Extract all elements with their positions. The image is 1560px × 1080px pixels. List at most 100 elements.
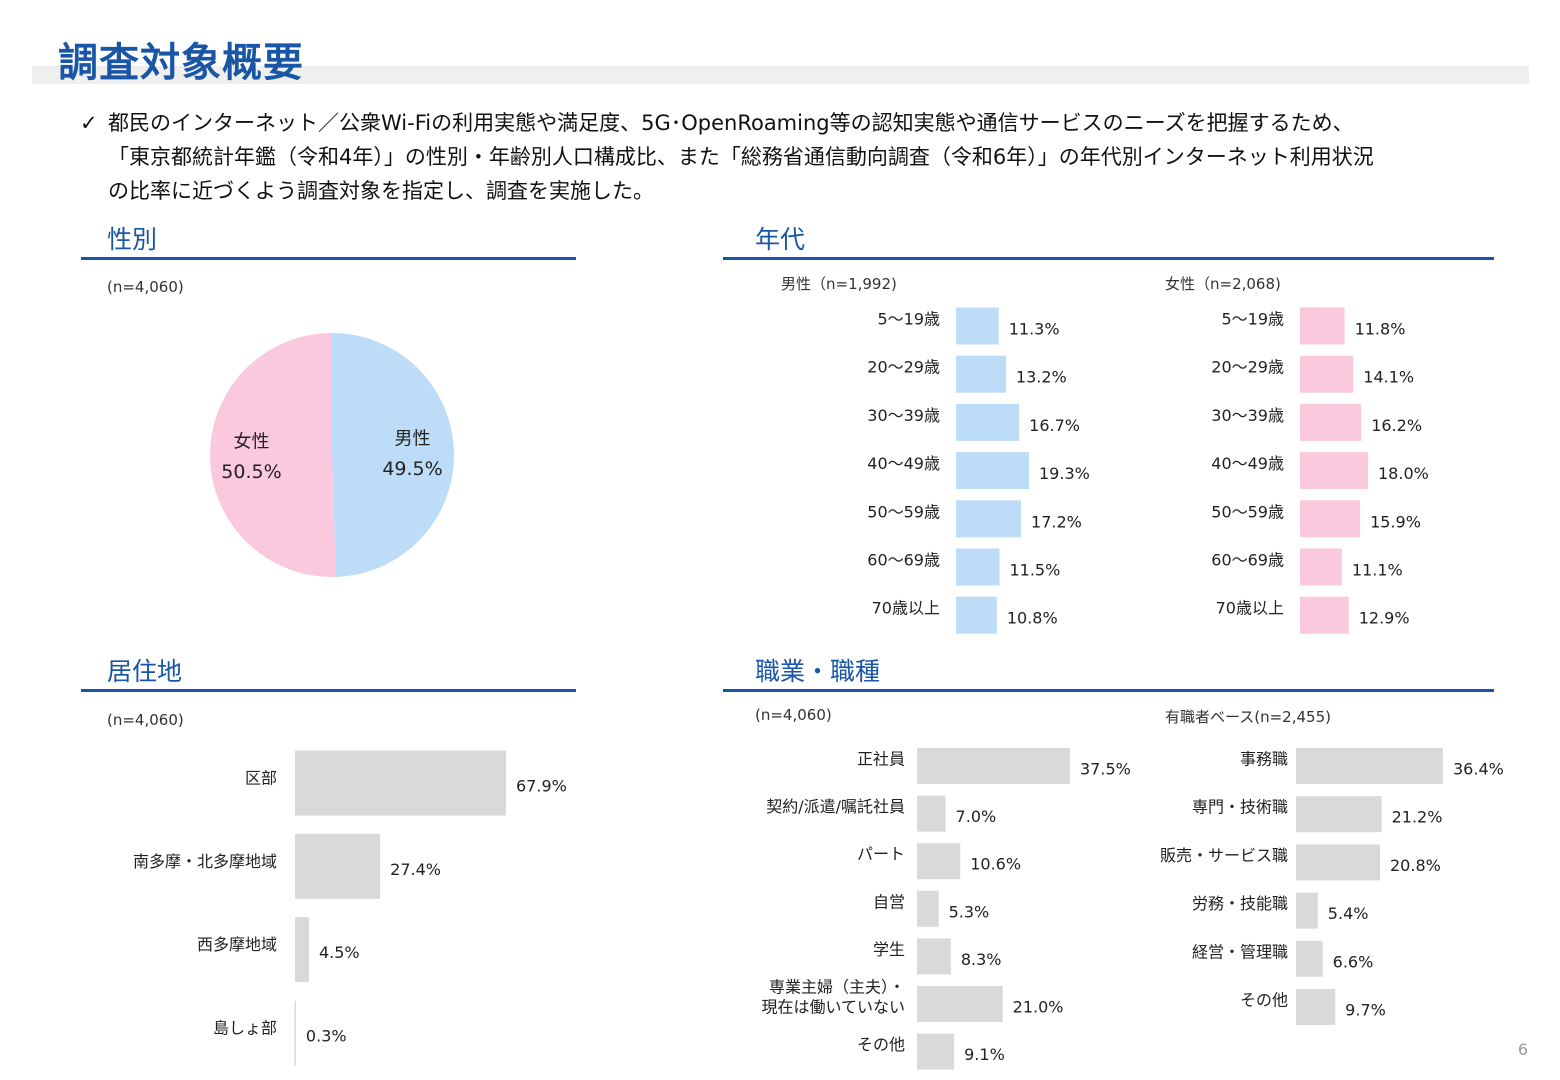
data-label: 5.4% (1328, 904, 1369, 923)
data-label: 12.9% (1359, 609, 1410, 628)
bar (1296, 844, 1380, 881)
category-label: 労務・技能職 (1192, 894, 1288, 913)
check-icon: ✓ (80, 111, 98, 135)
bar (1296, 940, 1323, 977)
pie-slice (332, 333, 455, 577)
category-label: 事務職 (1240, 750, 1288, 769)
bar (295, 833, 381, 899)
bar (917, 795, 946, 832)
job-type-sample-note: 有職者ベース(n=2,455) (1165, 708, 1331, 726)
bar (1300, 307, 1345, 345)
category-label: 30～39歳 (1211, 406, 1284, 425)
category-label: 島しょ部 (213, 1018, 277, 1037)
bar (1300, 403, 1362, 441)
category-label: 5～19歳 (877, 310, 940, 329)
bar (956, 307, 999, 345)
intro-line-2: 「東京都統計年鑑（令和4年）」の性別・年齢別人口構成比、また「総務省通信動向調査… (108, 145, 1374, 169)
bar (1296, 989, 1336, 1025)
bar (956, 596, 997, 634)
data-label: 11.5% (1009, 561, 1060, 580)
category-label: 70歳以上 (872, 599, 940, 618)
data-label: 9.1% (964, 1045, 1005, 1064)
pie-slice-value: 50.5% (221, 461, 281, 483)
data-label: 8.3% (961, 950, 1002, 969)
data-label: 27.4% (390, 860, 441, 879)
bar (1300, 355, 1354, 393)
intro-line-3: の比率に近づくよう調査対象を指定し、調査を実施した。 (108, 179, 654, 203)
category-label: 区部 (245, 769, 277, 788)
bar (1300, 596, 1349, 634)
category-label: その他 (857, 1035, 905, 1054)
data-label: 15.9% (1370, 512, 1421, 531)
data-label: 10.6% (970, 855, 1021, 874)
data-label: 11.3% (1009, 320, 1060, 339)
bar (917, 890, 939, 927)
data-label: 67.9% (516, 777, 567, 796)
bar (956, 548, 1000, 586)
data-label: 20.8% (1390, 856, 1441, 875)
data-label: 21.2% (1392, 808, 1443, 827)
bar (1300, 548, 1342, 586)
data-label: 4.5% (319, 943, 360, 962)
bar (1296, 892, 1318, 929)
category-label: 専門・技術職 (1192, 798, 1288, 817)
data-label: 21.0% (1013, 998, 1064, 1017)
section-title-residence: 居住地 (107, 657, 183, 686)
age-male-sample-note: 男性（n=1,992) (781, 275, 897, 293)
category-label: 20～29歳 (867, 358, 940, 377)
category-label: 60～69歳 (1211, 551, 1284, 570)
bar (917, 938, 951, 975)
category-label: 50～59歳 (1211, 502, 1284, 521)
bar (956, 500, 1022, 538)
data-label: 16.7% (1029, 416, 1080, 435)
data-label: 17.2% (1031, 512, 1082, 531)
category-label: 現在は働いていない (761, 998, 905, 1017)
pie-slice (210, 333, 336, 577)
bar (1300, 452, 1368, 490)
data-label: 19.3% (1039, 464, 1090, 483)
category-label: 専業主婦（主夫）・ (769, 978, 905, 997)
data-label: 0.3% (306, 1026, 347, 1045)
bar (1296, 748, 1443, 784)
bar (1300, 500, 1361, 538)
page-number: 6 (1517, 1040, 1528, 1059)
section-title-age: 年代 (755, 225, 806, 254)
category-label: 70歳以上 (1216, 599, 1284, 618)
category-label: 60～69歳 (867, 551, 940, 570)
section-title-occupation: 職業・職種 (755, 657, 881, 686)
age-female-sample-note: 女性（n=2,068) (1165, 275, 1281, 293)
occupation-sample-note: (n=4,060) (755, 706, 832, 724)
intro-text: ✓ 都民のインターネット／公衆Wi-Fiの利用実態や満足度、5G･OpenRoa… (80, 106, 1500, 208)
category-label: 学生 (873, 940, 905, 959)
page-title: 調査対象概要 (58, 40, 304, 86)
data-label: 14.1% (1363, 368, 1414, 387)
category-label: 20～29歳 (1211, 358, 1284, 377)
category-label: 40～49歳 (867, 454, 940, 473)
pie-slice-value: 49.5% (382, 458, 442, 480)
bar (1296, 796, 1382, 833)
bar (956, 355, 1006, 393)
section-divider-residence (81, 689, 576, 692)
bar (295, 750, 506, 816)
section-divider-gender (81, 257, 576, 260)
category-label: 南多摩・北多摩地域 (133, 852, 277, 871)
bar (956, 403, 1020, 441)
category-label: 契約/派遣/嘱託社員 (766, 797, 905, 816)
pie-slice-label: 男性 (395, 429, 431, 450)
pie-slice-label: 女性 (233, 431, 269, 452)
residence-sample-note: (n=4,060) (107, 711, 184, 729)
category-label: 正社員 (857, 750, 905, 769)
gender-sample-note: (n=4,060) (107, 278, 184, 296)
category-label: 販売・サービス職 (1160, 846, 1288, 865)
data-label: 36.4% (1453, 760, 1504, 779)
title-band (32, 66, 1529, 84)
category-label: 自営 (873, 892, 905, 911)
data-label: 37.5% (1080, 760, 1131, 779)
intro-line-1: ✓ 都民のインターネット／公衆Wi-Fiの利用実態や満足度、5G･OpenRoa… (80, 106, 1500, 140)
data-label: 5.3% (949, 902, 990, 921)
bar (917, 986, 1003, 1022)
bar (295, 917, 309, 983)
category-label: 40～49歳 (1211, 454, 1284, 473)
bar (917, 748, 1070, 784)
category-label: 30～39歳 (867, 406, 940, 425)
